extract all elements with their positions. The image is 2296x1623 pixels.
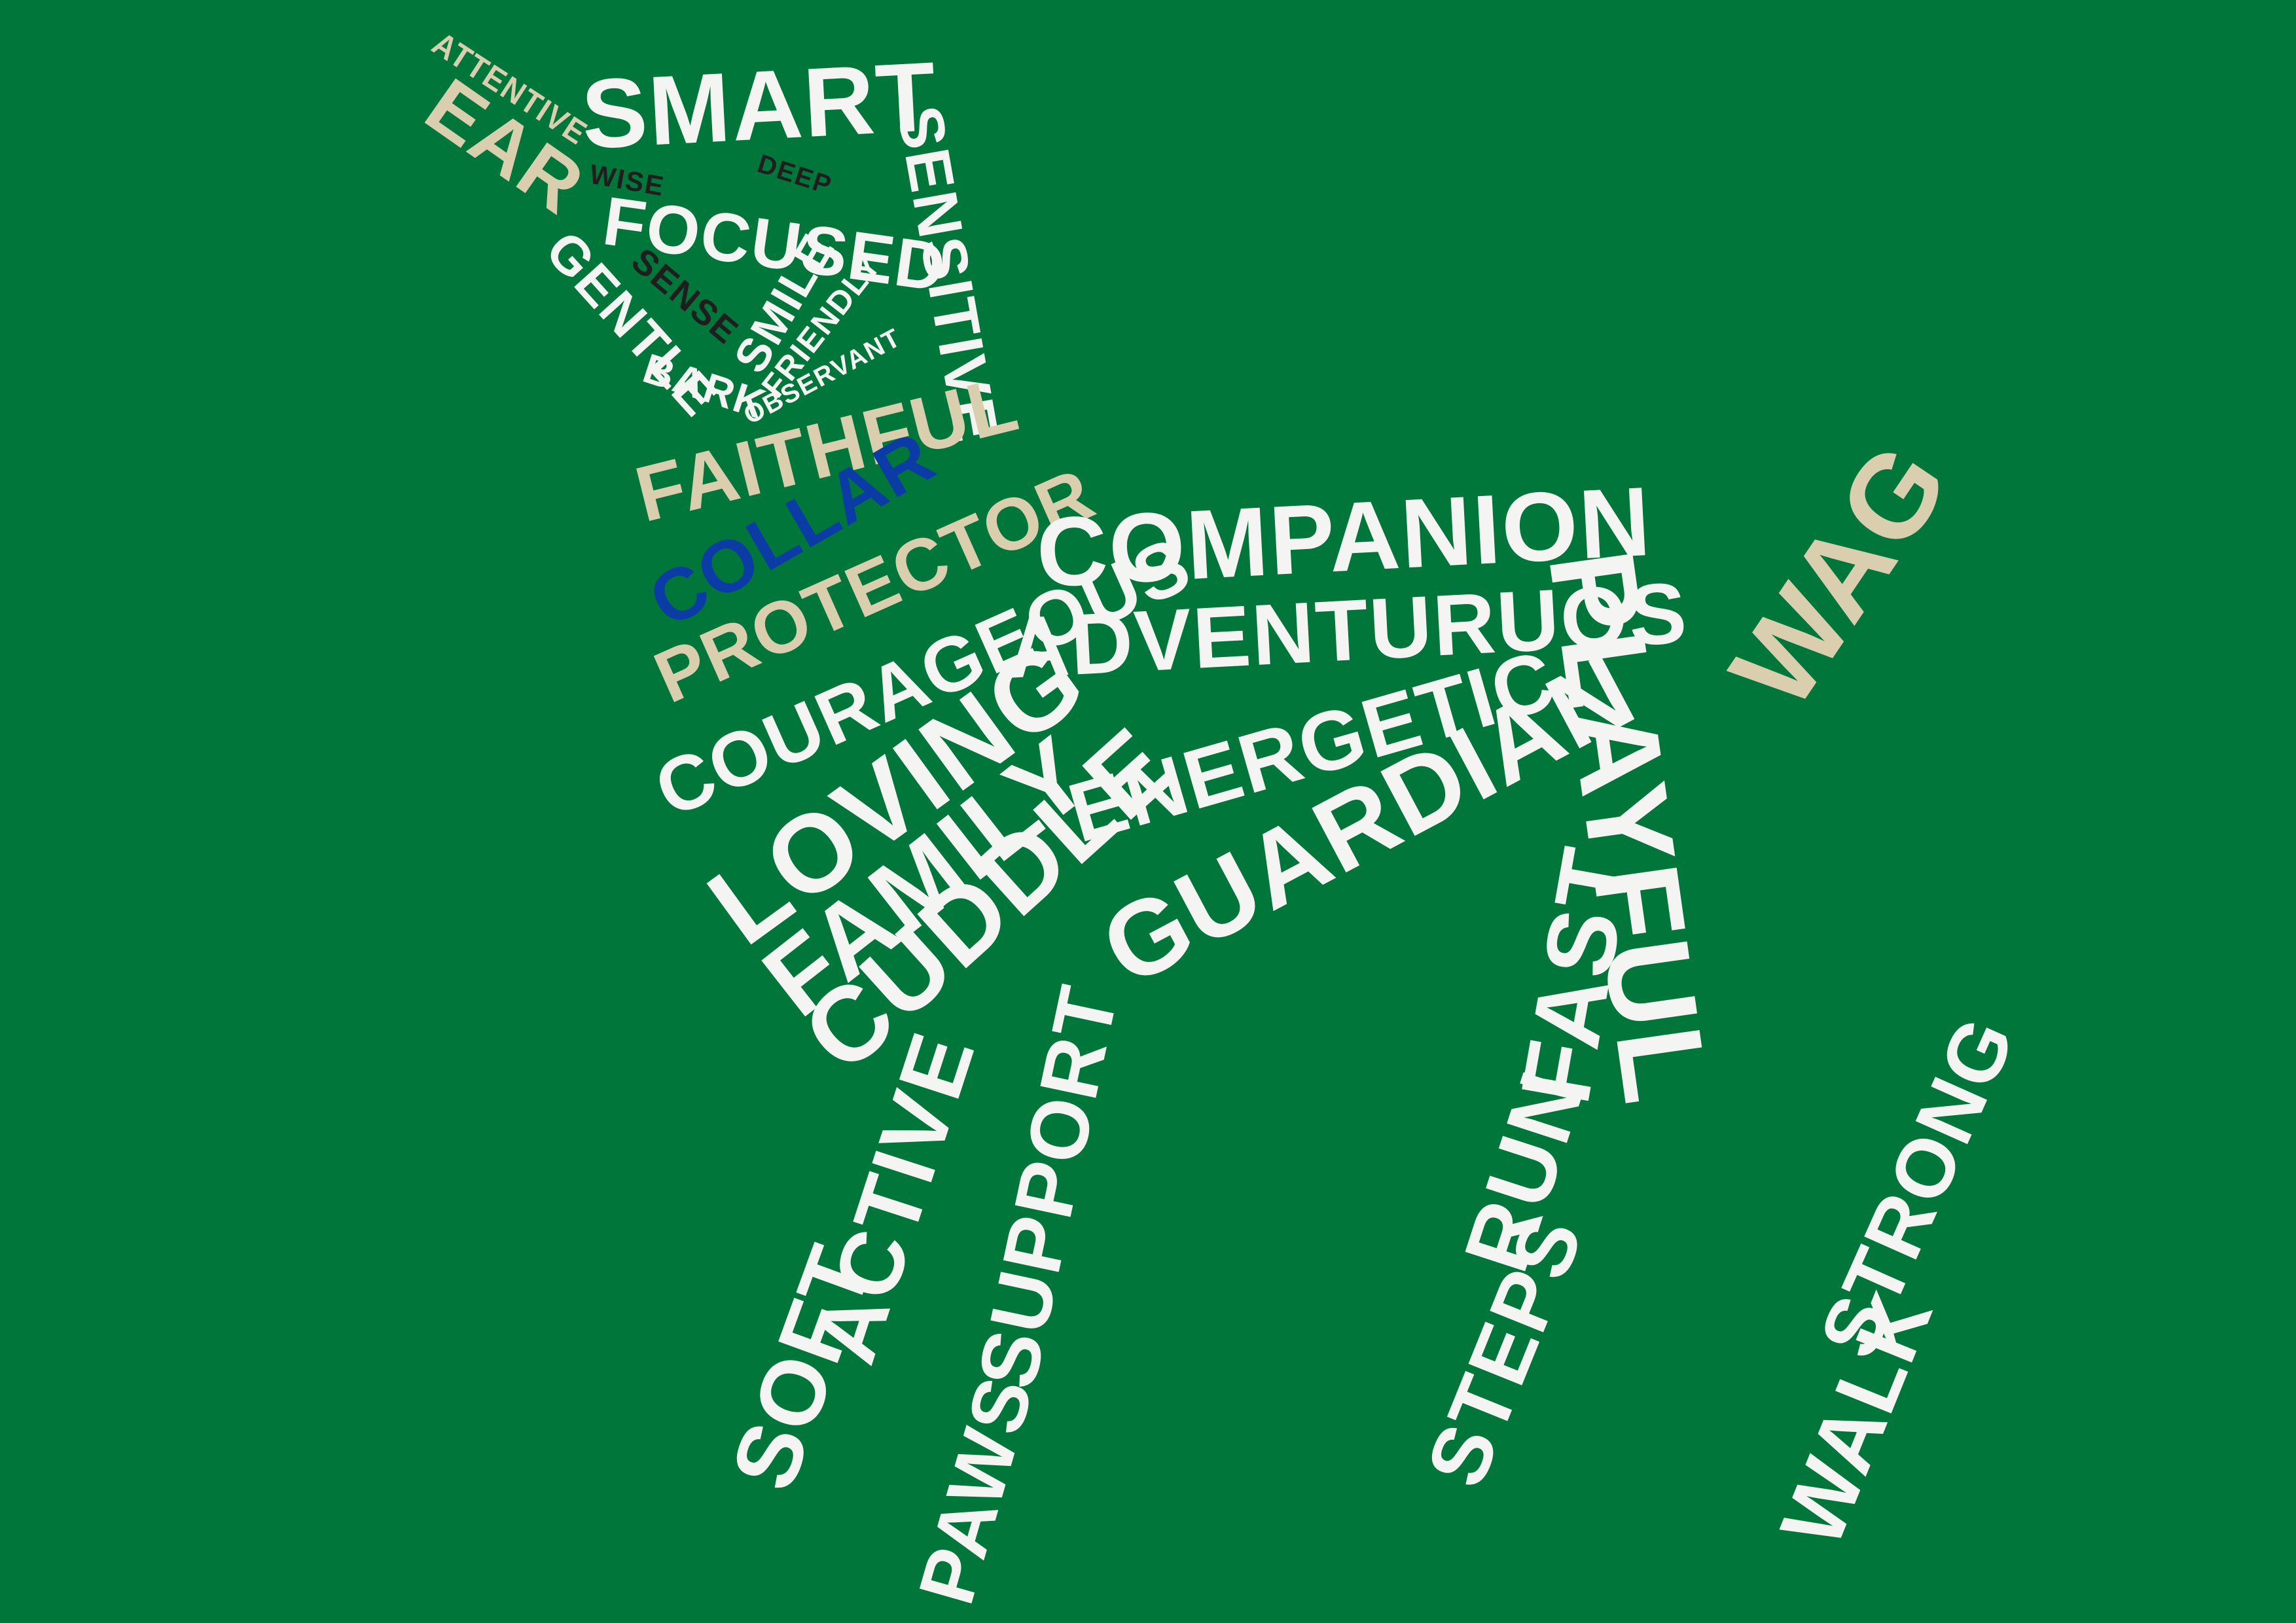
word-active: ACTIVE (793, 1020, 994, 1375)
word-support: SUPPORT (960, 977, 1136, 1396)
word-smart: SMART (579, 41, 940, 169)
word-wag: WAG (1705, 420, 1975, 731)
word-paws: PAWS (902, 1367, 1050, 1614)
